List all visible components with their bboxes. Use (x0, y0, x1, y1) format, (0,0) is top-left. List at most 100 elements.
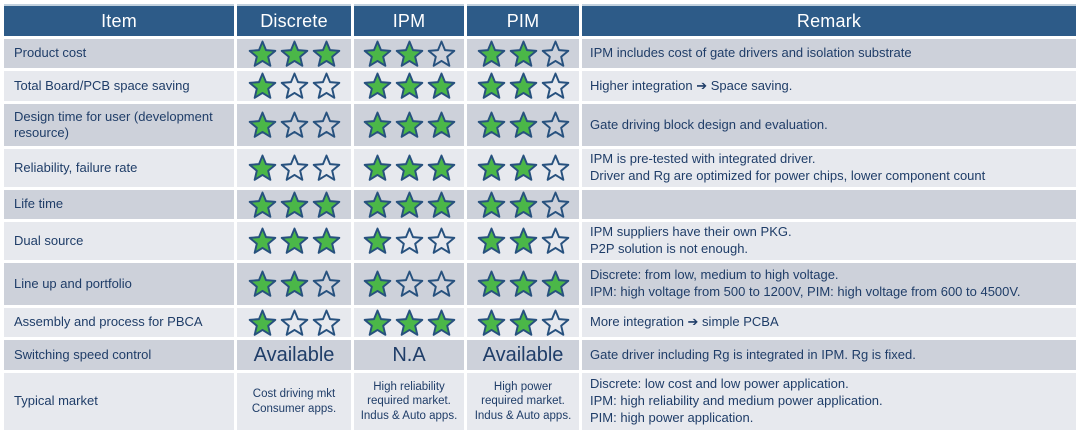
discrete-value: Available (237, 340, 351, 370)
star-filled-icon (363, 72, 391, 99)
star-filled-icon (395, 40, 423, 67)
star-filled-icon (509, 72, 537, 99)
pim-value: High power required market. Indus & Auto a… (467, 373, 579, 430)
ipm-value (354, 104, 464, 146)
remark-line: IPM includes cost of gate drivers and is… (590, 45, 912, 61)
remark-text: More integration ➔ simple PCBA (582, 308, 1076, 337)
star-empty-icon (427, 40, 455, 67)
ipm-value (354, 149, 464, 187)
pim-value (467, 39, 579, 68)
discrete-value (237, 263, 351, 305)
star-filled-icon (248, 309, 276, 336)
star-empty-icon (280, 72, 308, 99)
remark-line: Higher integration ➔ Space saving. (590, 77, 793, 93)
item-label: Total Board/PCB space saving (4, 71, 234, 101)
pim-value (467, 308, 579, 337)
star-filled-icon (280, 227, 308, 254)
ipm-value (354, 308, 464, 337)
star-filled-icon (477, 154, 505, 181)
ipm-value: N.A (354, 340, 464, 370)
remark-text: Gate driver including Rg is integrated i… (582, 340, 1076, 370)
item-label: Design time for user (development resour… (4, 104, 234, 146)
remark-text: IPM includes cost of gate drivers and is… (582, 39, 1076, 68)
pim-value (467, 263, 579, 305)
star-filled-icon (477, 309, 505, 336)
ipm-value (354, 222, 464, 260)
discrete-value (237, 308, 351, 337)
star-filled-icon (363, 191, 391, 218)
star-filled-icon (477, 227, 505, 254)
star-filled-icon (363, 154, 391, 181)
star-filled-icon (509, 111, 537, 138)
star-filled-icon (509, 227, 537, 254)
remark-text (582, 190, 1076, 219)
item-label: Switching speed control (4, 340, 234, 370)
star-filled-icon (363, 40, 391, 67)
star-empty-icon (395, 227, 423, 254)
star-empty-icon (541, 191, 569, 218)
pim-value (467, 71, 579, 101)
header-pim: PIM (467, 4, 579, 36)
market-text-line: Cost driving mkt (252, 388, 336, 401)
item-label: Dual source (4, 222, 234, 260)
remark-line: More integration ➔ simple PCBA (590, 314, 779, 330)
star-filled-icon (427, 309, 455, 336)
remark-line: IPM: high voltage from 500 to 1200V, PIM… (590, 284, 1021, 299)
star-empty-icon (280, 309, 308, 336)
ipm-value (354, 39, 464, 68)
remark-line: Driver and Rg are optimized for power ch… (590, 168, 986, 183)
market-text-line: High power (493, 380, 553, 393)
star-empty-icon (541, 227, 569, 254)
star-filled-icon (312, 40, 340, 67)
star-empty-icon (395, 270, 423, 297)
discrete-value (237, 190, 351, 219)
star-empty-icon (541, 72, 569, 99)
remark-text: Discrete: from low, medium to high volta… (582, 263, 1076, 305)
star-filled-icon (477, 111, 505, 138)
star-filled-icon (248, 72, 276, 99)
remark-line: P2P solution is not enough. (590, 241, 749, 256)
remark-line: PIM: high power application. (590, 409, 754, 425)
star-filled-icon (363, 309, 391, 336)
star-filled-icon (427, 154, 455, 181)
discrete-value (237, 39, 351, 68)
item-label: Reliability, failure rate (4, 149, 234, 187)
star-filled-icon (248, 40, 276, 67)
star-filled-icon (395, 111, 423, 138)
item-label: Assembly and process for PBCA (4, 308, 234, 337)
pim-value (467, 149, 579, 187)
ipm-value (354, 71, 464, 101)
star-filled-icon (395, 191, 423, 218)
star-empty-icon (541, 111, 569, 138)
header-ipm: IPM (354, 4, 464, 36)
header-remark: Remark (582, 4, 1076, 36)
remark-text: Gate driving block design and evaluation… (582, 104, 1076, 146)
star-filled-icon (363, 270, 391, 297)
star-empty-icon (312, 309, 340, 336)
star-filled-icon (477, 270, 505, 297)
market-text-line: required market. (481, 395, 565, 408)
star-filled-icon (280, 191, 308, 218)
star-filled-icon (541, 270, 569, 297)
star-filled-icon (427, 72, 455, 99)
ipm-value: High reliability required market. Indus & … (354, 373, 464, 430)
discrete-value (237, 222, 351, 260)
pim-value (467, 222, 579, 260)
star-empty-icon (541, 309, 569, 336)
header-item: Item (4, 4, 234, 36)
star-filled-icon (395, 309, 423, 336)
discrete-value: Cost driving mkt Consumer apps. (237, 373, 351, 430)
star-filled-icon (248, 154, 276, 181)
market-text-line: High reliability (373, 380, 445, 393)
star-filled-icon (312, 191, 340, 218)
ipm-value (354, 190, 464, 219)
star-empty-icon (280, 154, 308, 181)
item-label: Product cost (4, 39, 234, 68)
remark-line: Discrete: from low, medium to high volta… (590, 267, 839, 283)
star-empty-icon (312, 72, 340, 99)
pim-value (467, 104, 579, 146)
discrete-value (237, 71, 351, 101)
star-filled-icon (395, 154, 423, 181)
market-text-line: Indus & Auto apps. (360, 409, 458, 422)
star-filled-icon (248, 191, 276, 218)
